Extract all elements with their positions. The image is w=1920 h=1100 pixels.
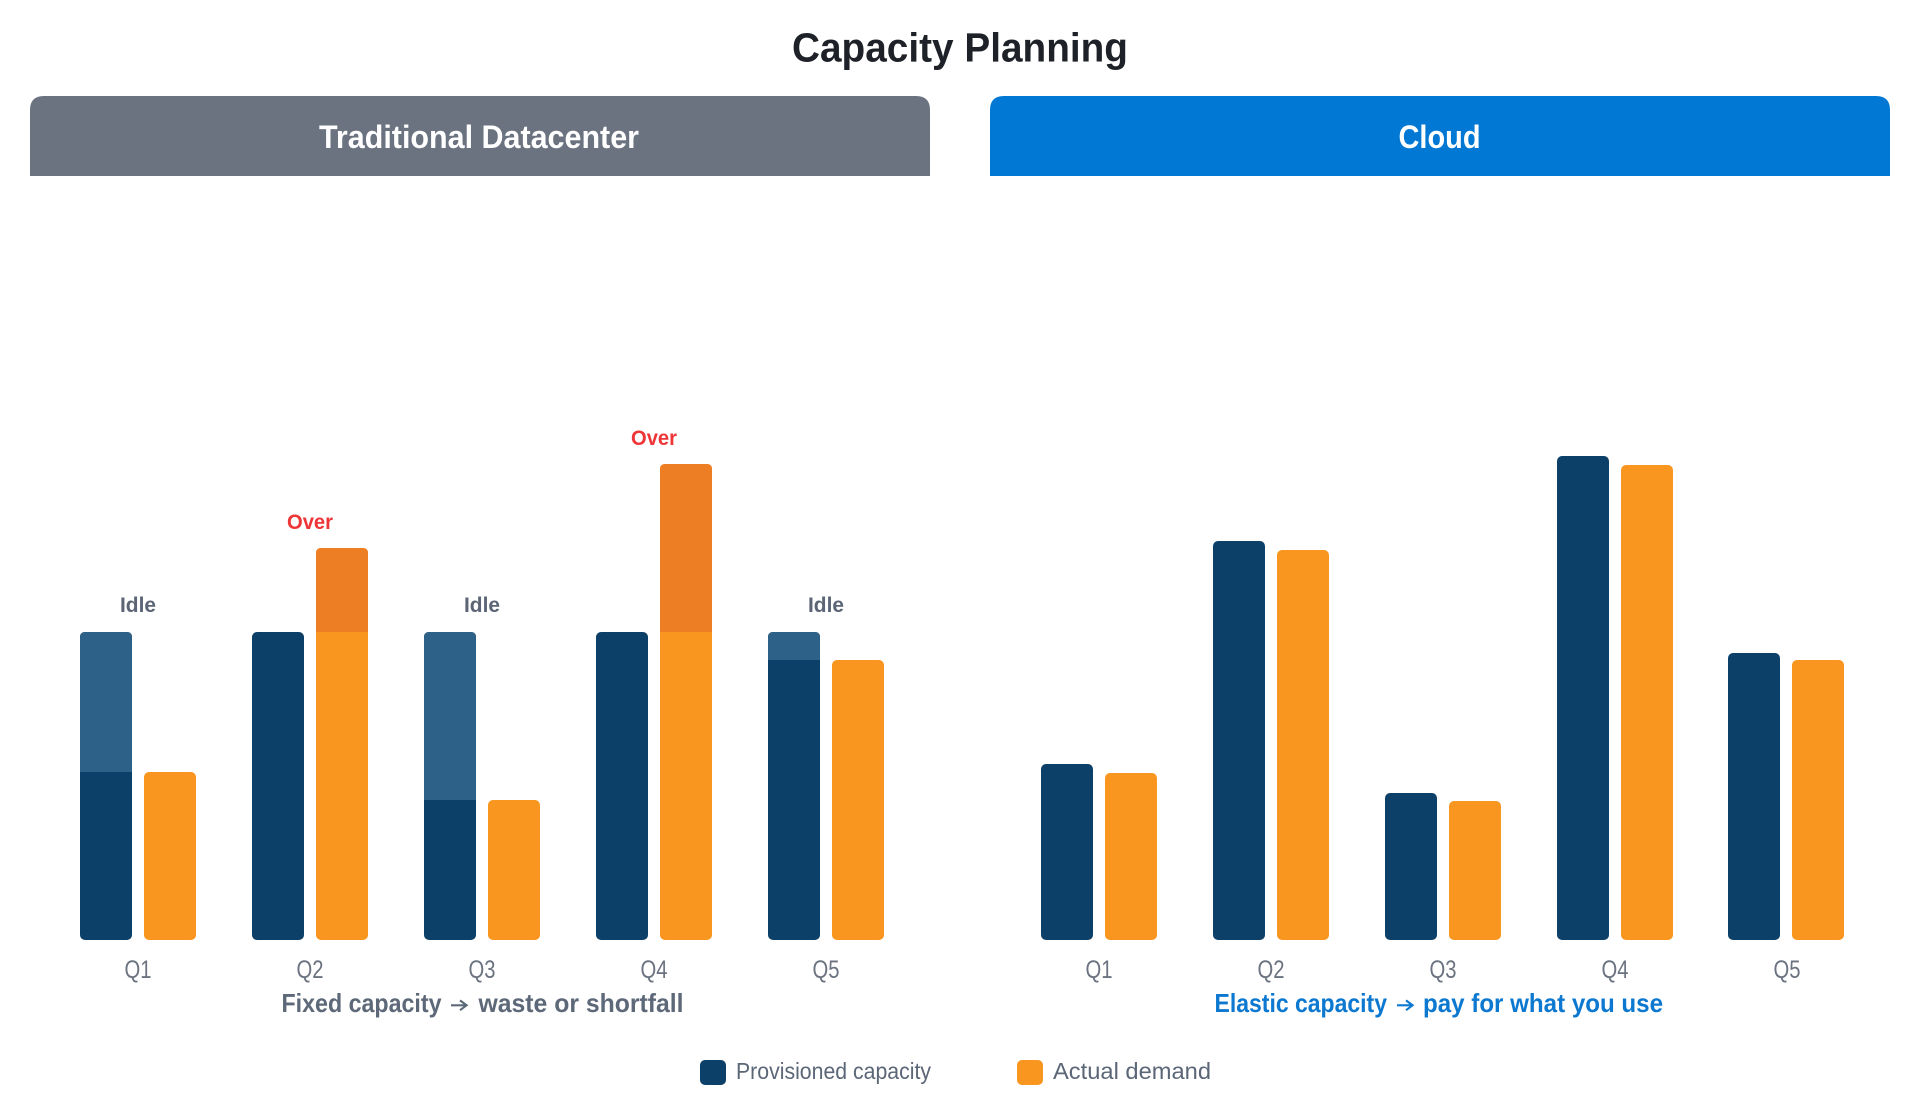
svg-text:Provisioned capacity: Provisioned capacity bbox=[736, 1058, 931, 1084]
svg-text:Q4: Q4 bbox=[1602, 956, 1629, 984]
svg-text:Idle: Idle bbox=[120, 594, 156, 617]
svg-text:Fixed capacity: Fixed capacity bbox=[282, 988, 442, 1018]
svg-text:Capacity Planning: Capacity Planning bbox=[792, 25, 1128, 71]
svg-text:Q4: Q4 bbox=[641, 956, 668, 984]
svg-text:waste or shortfall: waste or shortfall bbox=[478, 988, 684, 1018]
svg-text:pay for what you use: pay for what you use bbox=[1423, 988, 1663, 1018]
svg-text:Q1: Q1 bbox=[125, 956, 152, 984]
svg-text:Q3: Q3 bbox=[469, 956, 496, 984]
svg-text:Q5: Q5 bbox=[1774, 956, 1801, 984]
svg-text:Idle: Idle bbox=[808, 594, 844, 617]
svg-text:Q2: Q2 bbox=[297, 956, 324, 984]
svg-text:Over: Over bbox=[287, 511, 333, 534]
svg-text:Q1: Q1 bbox=[1086, 956, 1113, 984]
svg-text:Idle: Idle bbox=[464, 594, 500, 617]
svg-text:Elastic capacity: Elastic capacity bbox=[1215, 988, 1388, 1018]
svg-text:Q5: Q5 bbox=[813, 956, 840, 984]
svg-text:Over: Over bbox=[631, 427, 677, 450]
svg-text:Actual demand: Actual demand bbox=[1053, 1058, 1211, 1084]
svg-text:Q3: Q3 bbox=[1430, 956, 1457, 984]
svg-text:Q2: Q2 bbox=[1258, 956, 1285, 984]
svg-text:Traditional Datacenter: Traditional Datacenter bbox=[319, 119, 639, 155]
svg-text:Cloud: Cloud bbox=[1399, 119, 1481, 155]
